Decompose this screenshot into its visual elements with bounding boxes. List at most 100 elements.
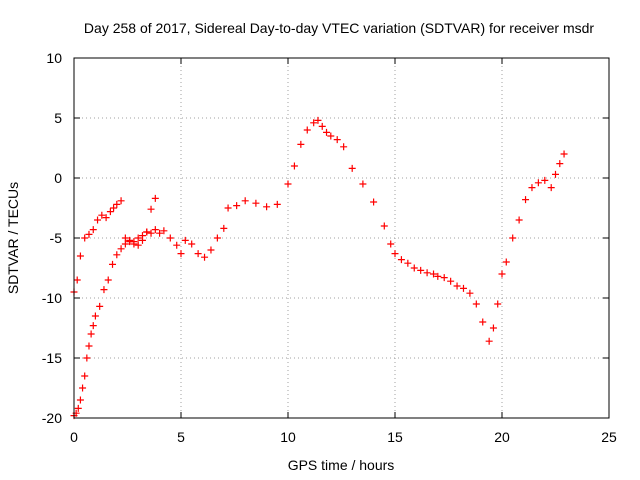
- data-point: [143, 228, 151, 236]
- data-point: [213, 234, 221, 242]
- data-point: [220, 224, 228, 232]
- data-point: [126, 238, 134, 246]
- data-point: [472, 300, 480, 308]
- data-point: [147, 205, 155, 213]
- x-tick-label: 25: [601, 429, 617, 445]
- data-point: [81, 372, 89, 380]
- data-point: [106, 208, 114, 216]
- data-point: [447, 277, 455, 285]
- data-point: [252, 199, 260, 207]
- data-point: [91, 312, 99, 320]
- data-point: [263, 203, 271, 211]
- data-point: [515, 216, 523, 224]
- data-point: [310, 119, 318, 127]
- data-point: [410, 264, 418, 272]
- data-point: [297, 140, 305, 148]
- data-point: [348, 164, 356, 172]
- data-point: [104, 276, 112, 284]
- data-point: [79, 384, 87, 392]
- data-point: [479, 318, 487, 326]
- data-point: [359, 180, 367, 188]
- data-point: [100, 286, 108, 294]
- data-point: [434, 272, 442, 280]
- data-point: [560, 150, 568, 158]
- y-axis-label: SDTVAR / TECUs: [5, 182, 21, 294]
- data-point: [290, 162, 298, 170]
- data-point: [340, 143, 348, 151]
- data-point: [502, 258, 510, 266]
- data-point: [194, 250, 202, 258]
- data-point: [76, 396, 84, 404]
- data-point: [113, 200, 121, 208]
- data-point: [327, 132, 335, 140]
- data-point: [556, 160, 564, 168]
- data-point: [273, 200, 281, 208]
- data-point: [494, 300, 502, 308]
- data-point: [541, 176, 549, 184]
- data-point: [102, 214, 110, 222]
- data-point: [224, 204, 232, 212]
- data-point: [323, 128, 331, 136]
- data-point: [284, 180, 292, 188]
- y-tick-label: 0: [54, 170, 62, 186]
- data-point: [74, 404, 82, 412]
- data-point: [85, 342, 93, 350]
- x-tick-label: 0: [70, 429, 78, 445]
- data-point: [76, 252, 84, 260]
- data-point: [160, 227, 168, 235]
- data-point: [485, 337, 493, 345]
- data-point: [440, 274, 448, 282]
- y-tick-label: -5: [50, 230, 63, 246]
- data-point: [151, 226, 159, 234]
- data-point: [85, 230, 93, 238]
- y-tick-label: 5: [54, 110, 62, 126]
- x-tick-label: 10: [280, 429, 296, 445]
- data-point: [177, 250, 185, 258]
- data-point: [489, 324, 497, 332]
- data-point: [380, 222, 388, 230]
- x-tick-label: 20: [494, 429, 510, 445]
- data-point: [207, 246, 215, 254]
- data-point: [370, 198, 378, 206]
- data-point: [333, 136, 341, 144]
- y-tick-label: -15: [42, 350, 62, 366]
- x-axis-label: GPS time / hours: [288, 457, 395, 473]
- data-point: [498, 270, 506, 278]
- data-point: [94, 216, 102, 224]
- y-tick-label: 10: [46, 50, 62, 66]
- data-point: [121, 240, 129, 248]
- data-point: [391, 250, 399, 258]
- data-point: [81, 234, 89, 242]
- data-point: [453, 282, 461, 290]
- data-point: [134, 241, 142, 249]
- data-point: [303, 126, 311, 134]
- data-point: [201, 253, 209, 261]
- data-point: [113, 251, 121, 259]
- y-tick-labels: -20 -15 -10 -5 0 5 10: [42, 50, 609, 426]
- data-point: [83, 354, 91, 362]
- y-tick-label: -20: [42, 410, 62, 426]
- data-point: [121, 234, 129, 242]
- data-point: [314, 116, 322, 124]
- data-point: [151, 194, 159, 202]
- data-point: [188, 240, 196, 248]
- y-tick-label: -10: [42, 290, 62, 306]
- data-point: [528, 184, 536, 192]
- data-point: [509, 234, 517, 242]
- data-point: [552, 170, 559, 178]
- data-point: [404, 259, 412, 267]
- data-point: [134, 234, 142, 242]
- data-point: [423, 269, 431, 277]
- x-tick-label: 5: [177, 429, 185, 445]
- data-point: [466, 289, 474, 297]
- data-point: [318, 122, 326, 130]
- data-point: [117, 197, 125, 205]
- data-point: [87, 330, 95, 338]
- x-tick-labels: 0 5 10 15 20 25: [70, 58, 617, 445]
- data-point: [96, 302, 104, 310]
- data-point: [109, 260, 117, 268]
- data-point: [156, 229, 164, 237]
- data-point: [117, 245, 125, 253]
- data-point: [522, 196, 530, 204]
